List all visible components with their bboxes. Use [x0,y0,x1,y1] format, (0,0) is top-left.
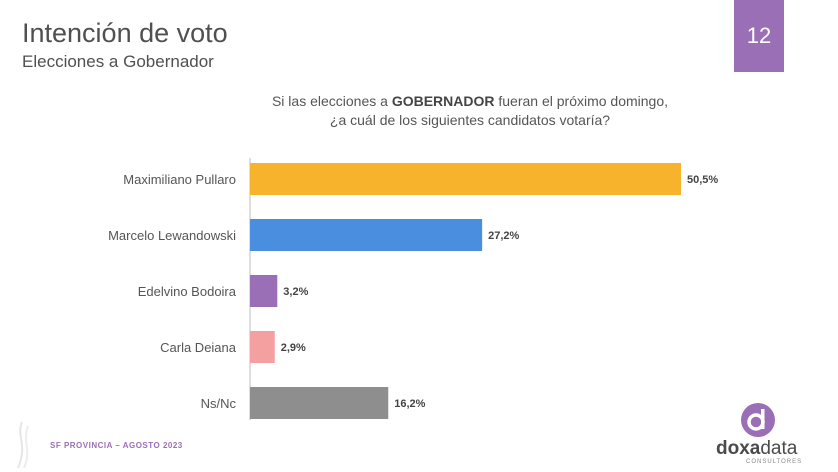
data-label: 50,5% [687,174,718,186]
bar [250,387,389,419]
category-label: Maximiliano Pullaro [123,172,236,187]
category-label: Carla Deiana [160,340,237,355]
data-label: 2,9% [281,342,306,354]
bar [250,219,483,251]
page-number-badge: 12 [734,0,784,72]
bar-chart: Maximiliano Pullaro 50,5% Marcelo Lewandow… [108,158,718,420]
doxadata-logo: doxadata CONSULTORES [712,402,812,468]
page-title: Intención de voto [22,18,228,48]
data-label: 16,2% [394,398,425,410]
bar [250,163,681,195]
question-prefix: Si las elecciones a [271,93,392,109]
footer-source: SF PROVINCIA – AGOSTO 2023 [50,441,183,450]
category-label: Marcelo Lewandowski [108,228,236,243]
logo-wordmark: doxadata [716,438,797,460]
category-label: Edelvino Bodoira [138,284,237,299]
data-label: 27,2% [488,230,519,242]
category-label: Ns/Nc [201,396,237,411]
bar [250,331,275,363]
question-line2: ¿a cuál de los siguientes candidatos vot… [329,112,611,128]
page-subtitle: Elecciones a Gobernador [22,52,214,71]
survey-question: Si las elecciones a GOBERNADOR fueran el… [200,92,740,130]
data-label: 3,2% [283,286,308,298]
decorative-stroke-icon [17,421,29,469]
logo-name-light: data [760,438,798,459]
logo-name-bold: doxa [716,438,761,459]
question-highlight: GOBERNADOR [391,93,495,109]
question-suffix: fueran el próximo domingo, [494,93,669,109]
logo-tagline: CONSULTORES [746,459,803,465]
bar [250,275,278,307]
logo-mark-icon [741,403,775,437]
